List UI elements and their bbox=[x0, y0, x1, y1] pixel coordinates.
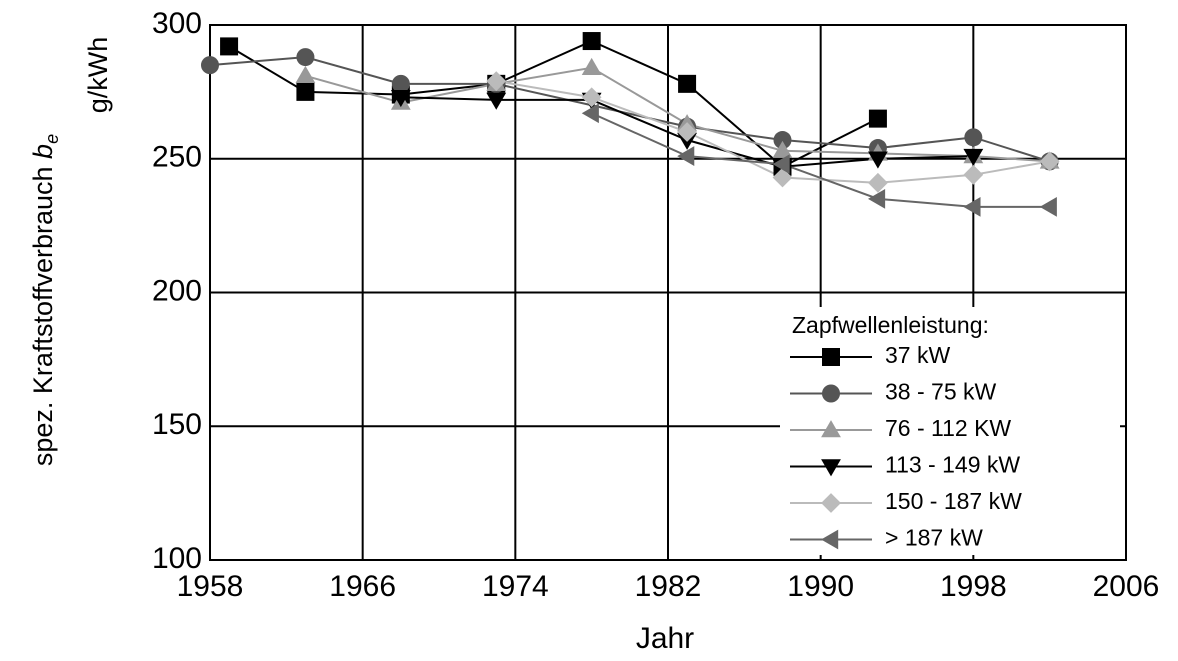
marker bbox=[821, 493, 841, 513]
marker bbox=[773, 131, 792, 150]
marker bbox=[677, 122, 697, 142]
legend-title: Zapfwellenleistung: bbox=[792, 312, 989, 338]
marker bbox=[821, 529, 839, 550]
x-axis-label: Jahr bbox=[636, 622, 694, 655]
marker bbox=[963, 164, 984, 185]
legend-label: 38 - 75 kW bbox=[885, 379, 996, 405]
y-tick-label: 250 bbox=[152, 141, 202, 174]
y-axis-unit: g/kWh bbox=[83, 37, 113, 114]
legend: Zapfwellenleistung: 37 kW 38 - 75 kW 76 - 1… bbox=[780, 307, 1120, 555]
y-axis-subscript: e bbox=[42, 134, 62, 144]
marker bbox=[868, 188, 886, 209]
marker bbox=[296, 82, 315, 101]
marker bbox=[677, 146, 695, 166]
marker bbox=[296, 48, 315, 67]
marker bbox=[582, 32, 601, 51]
y-axis-label: spez. Kraftstoffverbrauch be bbox=[28, 134, 62, 466]
marker bbox=[868, 172, 888, 193]
marker bbox=[581, 57, 602, 75]
x-tick-label: 1958 bbox=[177, 570, 244, 603]
marker bbox=[964, 128, 983, 147]
marker bbox=[772, 154, 790, 174]
marker bbox=[581, 103, 599, 124]
y-axis-label-text: spez. Kraftstoffverbrauch bbox=[28, 166, 58, 466]
x-tick-label: 2006 bbox=[1093, 570, 1160, 603]
marker bbox=[821, 420, 841, 438]
marker bbox=[220, 37, 239, 56]
marker bbox=[963, 197, 981, 217]
marker bbox=[963, 148, 984, 166]
marker bbox=[772, 140, 793, 158]
marker bbox=[486, 92, 507, 110]
marker bbox=[201, 56, 219, 75]
legend-label: 37 kW bbox=[885, 342, 950, 368]
marker bbox=[1039, 151, 1060, 172]
marker bbox=[1039, 197, 1057, 217]
series-line bbox=[228, 39, 879, 168]
y-tick-label: 100 bbox=[152, 542, 202, 575]
marker bbox=[486, 71, 507, 92]
y-tick-label: 150 bbox=[152, 408, 202, 441]
legend-label: 76 - 112 KW bbox=[885, 415, 1011, 441]
marker bbox=[868, 109, 887, 128]
marker bbox=[390, 90, 411, 108]
legend-label: 150 - 187 kW bbox=[885, 488, 1022, 514]
x-tick-label: 1998 bbox=[940, 570, 1007, 603]
marker bbox=[821, 459, 841, 477]
legend-label: > 187 kW bbox=[885, 525, 983, 551]
marker bbox=[822, 384, 840, 403]
marker bbox=[822, 348, 840, 366]
y-axis-symbol: b bbox=[28, 144, 58, 159]
y-tick-label: 300 bbox=[152, 7, 202, 40]
marker bbox=[868, 151, 888, 169]
y-tick-label: 200 bbox=[152, 274, 202, 307]
marker bbox=[678, 74, 697, 93]
marker bbox=[391, 74, 410, 93]
marker bbox=[295, 65, 316, 84]
marker bbox=[581, 87, 602, 108]
marker bbox=[772, 167, 793, 188]
x-tick-label: 1966 bbox=[329, 570, 396, 603]
x-tick-label: 1982 bbox=[635, 570, 702, 603]
x-tick-label: 1974 bbox=[482, 570, 549, 603]
x-tick-label: 1990 bbox=[787, 570, 854, 603]
legend-label: 113 - 149 kW bbox=[885, 452, 1020, 478]
series-line bbox=[591, 112, 1050, 208]
